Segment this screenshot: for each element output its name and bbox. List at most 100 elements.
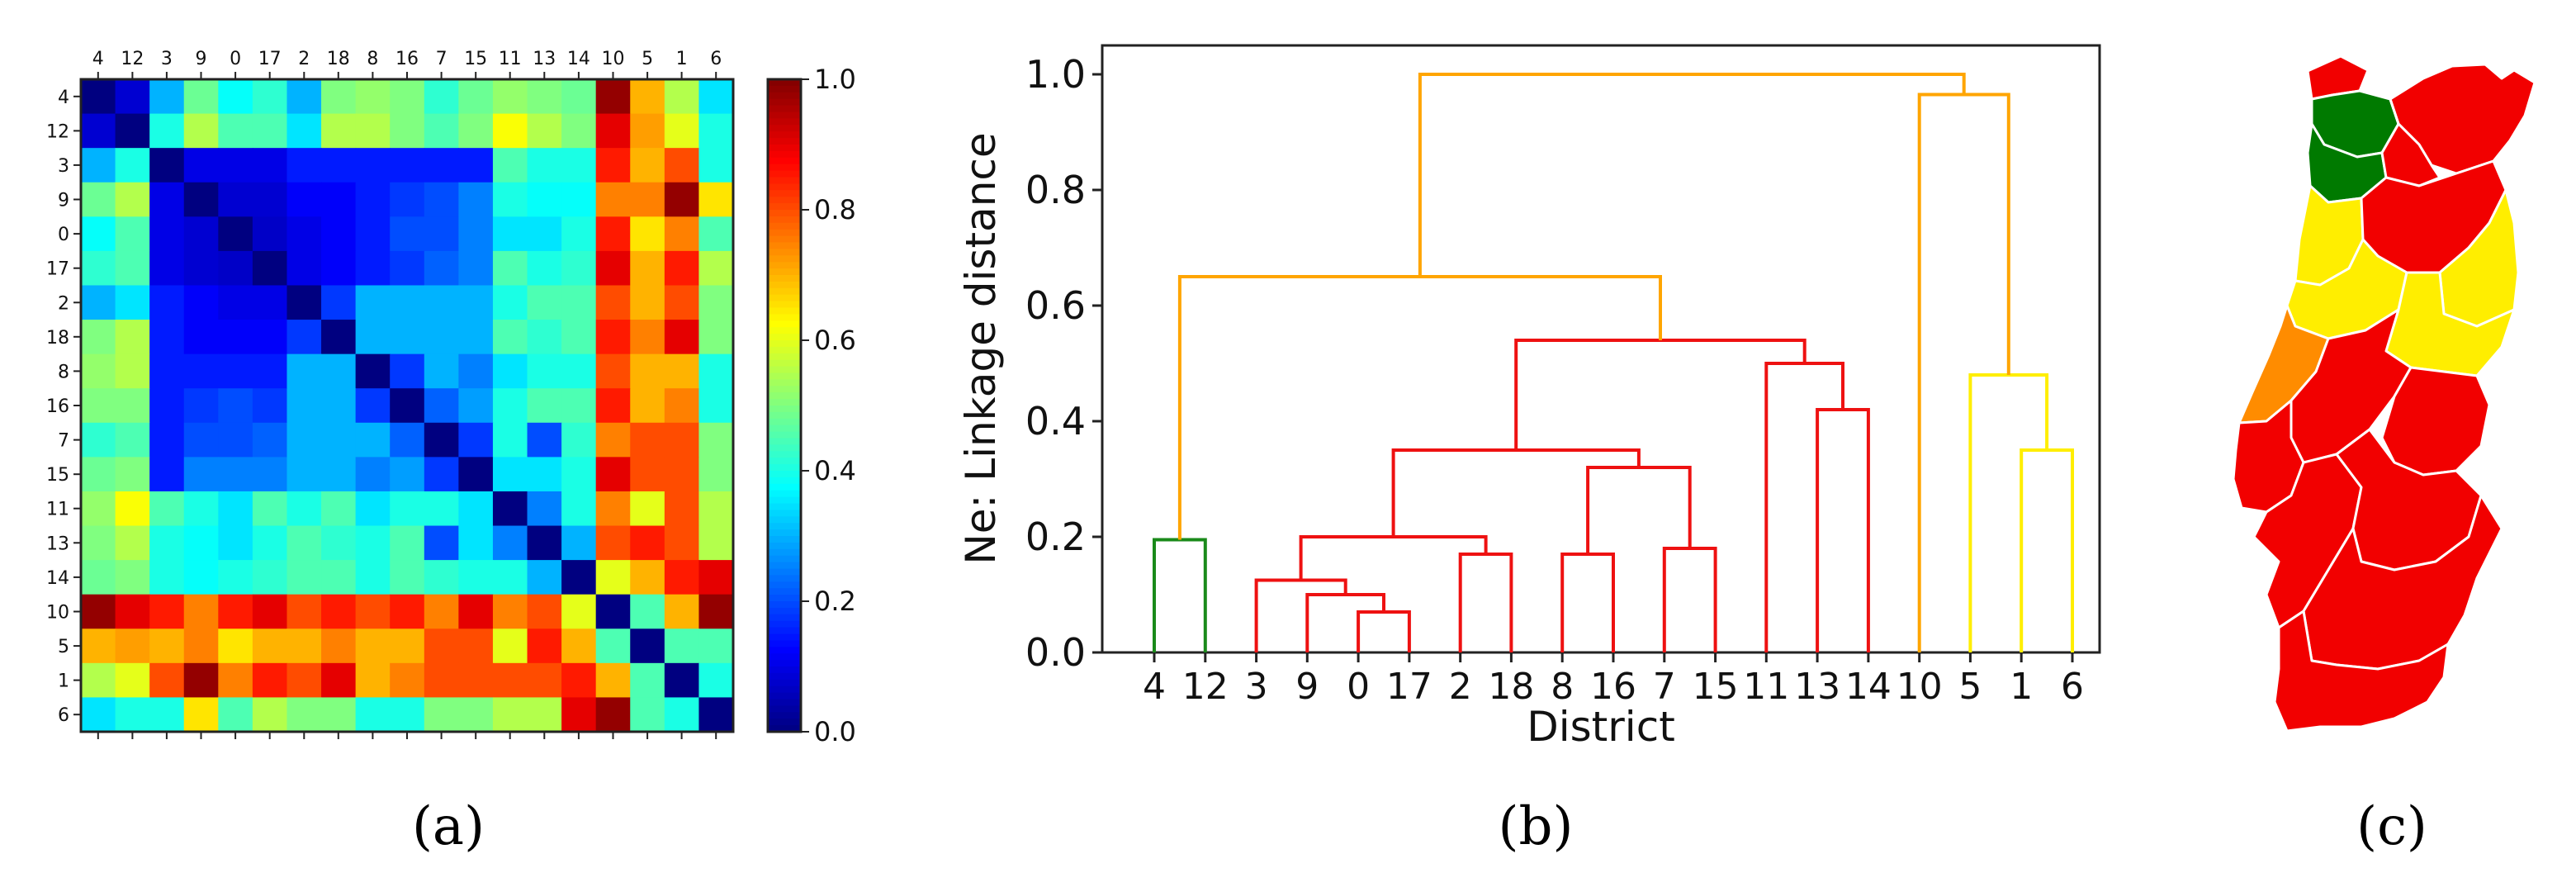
dendrogram-y-tick-label: 0.4 xyxy=(1025,399,1086,444)
heatmap-cell xyxy=(286,560,322,595)
heatmap-cell xyxy=(527,113,562,149)
heatmap-cell xyxy=(595,457,631,492)
dendrogram-leaf-label: 12 xyxy=(1182,666,1229,708)
colorbar-segment xyxy=(768,275,801,282)
heatmap-cell xyxy=(183,250,219,287)
heatmap-cell xyxy=(81,353,116,389)
heatmap-cell xyxy=(492,148,528,183)
colorbar-segment xyxy=(768,346,801,354)
heatmap-col-label: 4 xyxy=(92,49,104,69)
heatmap-cell xyxy=(630,216,665,252)
heatmap-cell xyxy=(664,662,700,699)
heatmap-cell xyxy=(286,353,322,389)
portugal-district-map xyxy=(2232,55,2536,733)
heatmap-cell xyxy=(561,662,597,699)
dendrogram-link xyxy=(1418,73,1966,277)
heatmap-cell xyxy=(630,113,665,149)
heatmap-cell xyxy=(424,594,459,629)
heatmap-cell xyxy=(698,250,734,287)
heatmap-cell xyxy=(698,594,734,629)
heatmap-cell xyxy=(81,697,116,733)
dendrogram-link xyxy=(1254,578,1347,652)
dendrogram-link xyxy=(2020,448,2074,652)
heatmap-cell xyxy=(355,285,391,320)
heatmap-cell xyxy=(390,285,425,320)
heatmap-cell xyxy=(390,148,425,183)
colorbar-segment xyxy=(768,334,801,341)
heatmap-col-label: 11 xyxy=(499,49,522,69)
colorbar-segment xyxy=(768,647,801,654)
colorbar-segment xyxy=(768,471,801,478)
heatmap-cell xyxy=(252,525,288,561)
heatmap-col-label: 9 xyxy=(196,49,207,69)
heatmap-cell xyxy=(664,216,700,252)
heatmap-row-label: 12 xyxy=(46,121,69,142)
heatmap-cell xyxy=(698,422,734,458)
colorbar-segment xyxy=(768,581,801,589)
colorbar-segment xyxy=(768,307,801,315)
heatmap-cell xyxy=(561,113,597,149)
heatmap-cell xyxy=(390,422,425,458)
colorbar-tick-label: 0.2 xyxy=(814,586,856,617)
colorbar-segment xyxy=(768,92,801,100)
heatmap-cell xyxy=(115,628,150,664)
heatmap-cell xyxy=(81,491,116,527)
colorbar-tick-label: 0.6 xyxy=(814,325,856,356)
heatmap-cell xyxy=(561,422,597,458)
heatmap-cell xyxy=(252,491,288,527)
colorbar-segment xyxy=(768,653,801,661)
heatmap-cell xyxy=(630,422,665,458)
colorbar-segment xyxy=(768,529,801,537)
dendrogram-leaf-label: 14 xyxy=(1845,666,1892,708)
heatmap-cell xyxy=(424,491,459,527)
heatmap-cell xyxy=(698,628,734,664)
colorbar-segment xyxy=(768,111,801,119)
heatmap-cell xyxy=(595,148,631,183)
heatmap-col-label: 10 xyxy=(602,49,625,69)
heatmap-cell xyxy=(286,285,322,320)
colorbar-segment xyxy=(768,640,801,647)
dendrogram-link xyxy=(1299,535,1488,581)
heatmap-col-label: 3 xyxy=(161,49,173,69)
heatmap-cell xyxy=(355,182,391,217)
colorbar-segment xyxy=(768,568,801,576)
colorbar-segment xyxy=(768,98,801,107)
colorbar-segment xyxy=(768,503,801,510)
heatmap-cells xyxy=(81,79,734,733)
heatmap-cell xyxy=(630,560,665,595)
heatmap-cell xyxy=(664,250,700,287)
heatmap-cell xyxy=(115,250,150,287)
colorbar-segment xyxy=(768,588,801,595)
heatmap-cell xyxy=(424,560,459,595)
heatmap-cell xyxy=(115,216,150,252)
colorbar-segment xyxy=(768,399,801,406)
heatmap-cell xyxy=(390,182,425,217)
colorbar-segment xyxy=(768,242,801,249)
heatmap-row-label: 18 xyxy=(46,328,69,349)
heatmap-row-label: 16 xyxy=(46,396,69,417)
heatmap-cell xyxy=(81,525,116,561)
heatmap-cell xyxy=(286,594,322,629)
colorbar-segment xyxy=(768,327,801,334)
heatmap-cell xyxy=(698,388,734,424)
heatmap-cell xyxy=(252,182,288,217)
heatmap-cell xyxy=(698,491,734,527)
heatmap-cell xyxy=(698,697,734,733)
heatmap-cell xyxy=(183,457,219,492)
dendrogram-leaf-label: 17 xyxy=(1386,666,1432,708)
heatmap-cell xyxy=(355,320,391,355)
dendrogram-leaf-label: 8 xyxy=(1551,666,1574,708)
colorbar-segment xyxy=(768,431,801,439)
heatmap-cell xyxy=(81,148,116,183)
heatmap-cell xyxy=(149,182,185,217)
heatmap-col-label: 18 xyxy=(327,49,350,69)
heatmap-cell xyxy=(458,525,494,561)
heatmap-cell xyxy=(630,182,665,217)
heatmap-cell xyxy=(183,388,219,424)
heatmap-cell xyxy=(355,79,391,115)
heatmap-cell xyxy=(424,628,459,664)
heatmap-cell xyxy=(286,525,322,561)
heatmap-cell xyxy=(561,560,597,595)
heatmap-cell xyxy=(183,216,219,252)
heatmap-cell xyxy=(527,148,562,183)
